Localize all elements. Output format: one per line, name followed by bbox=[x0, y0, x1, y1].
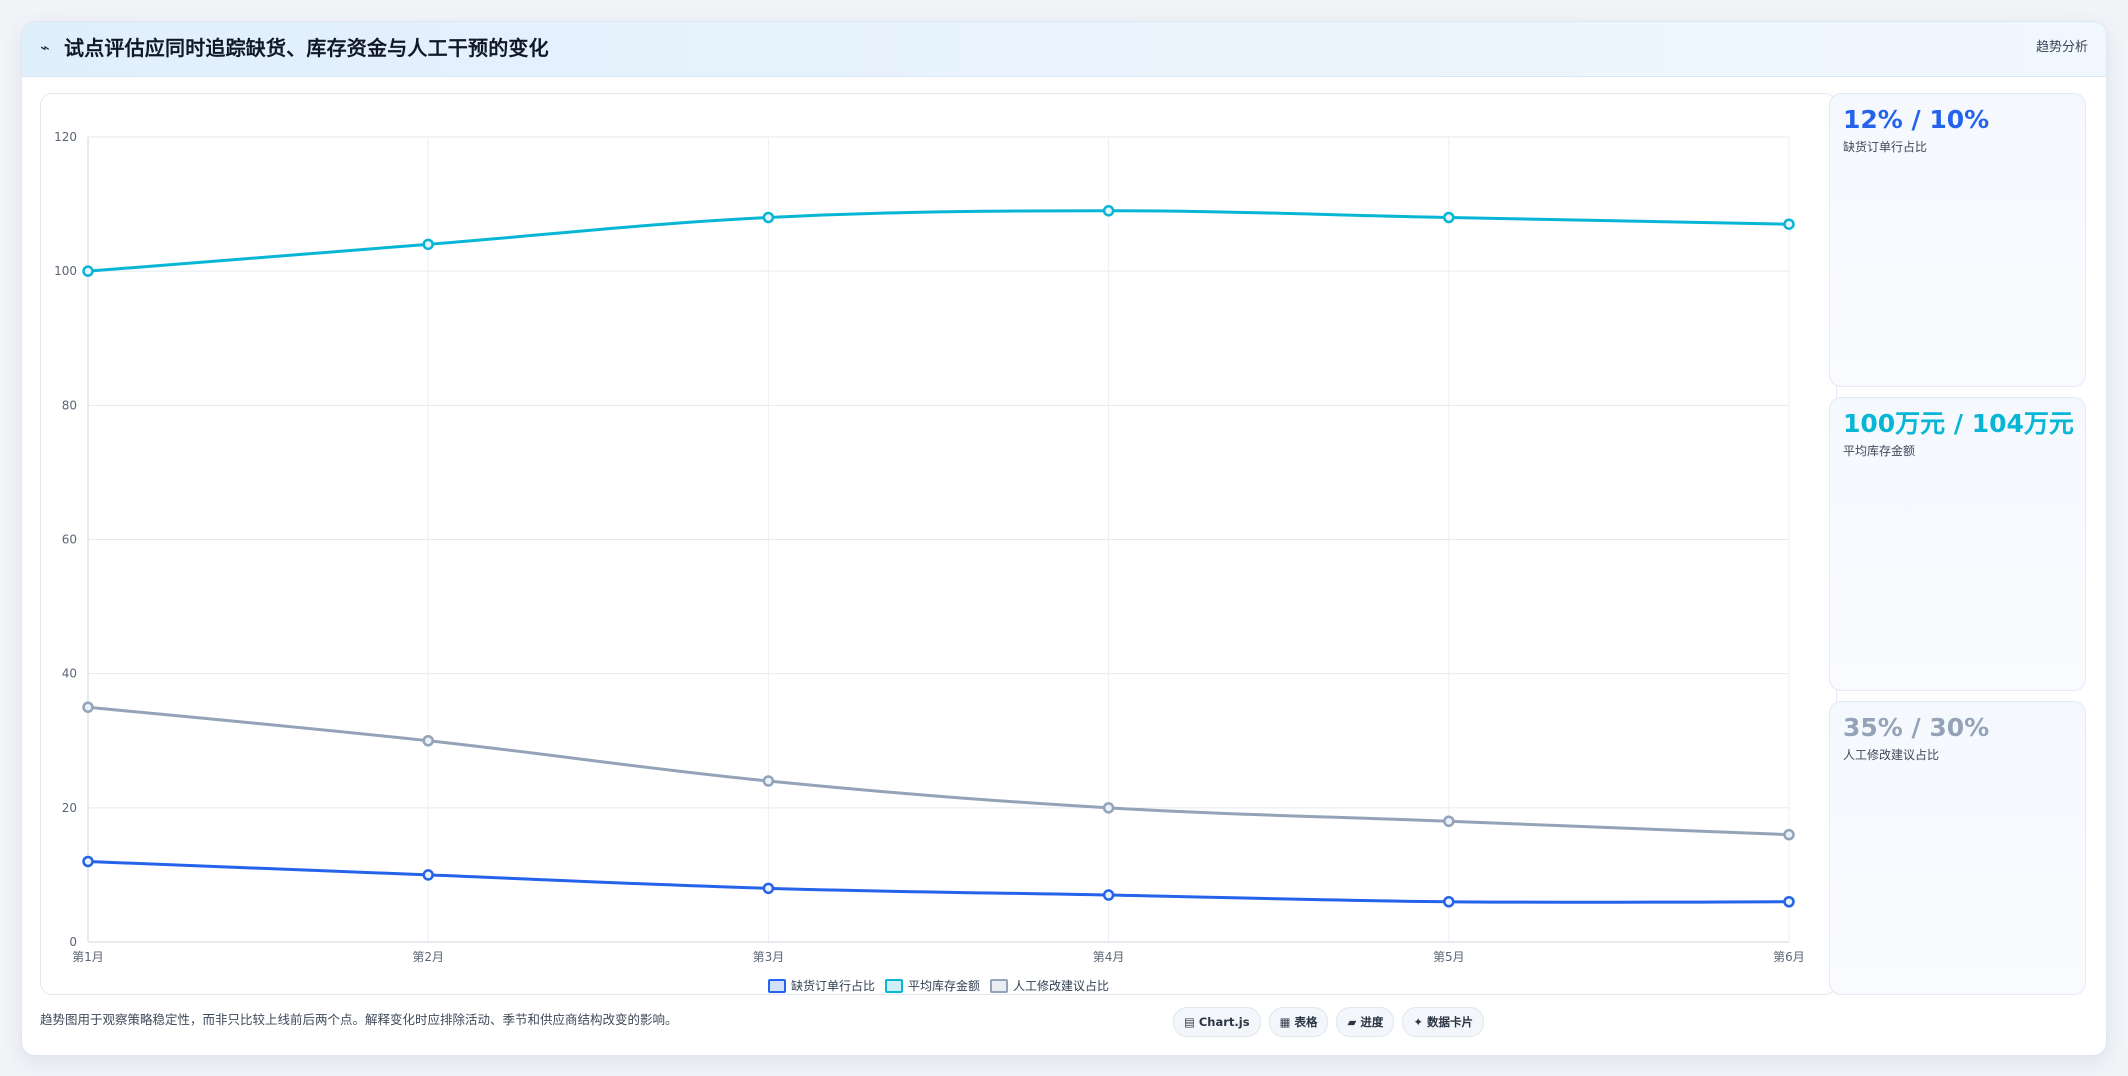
line-chart: 0 20 40 60 80 100 120 第1月 第2月 第3月 第4月 第5月 第6月 bbox=[54, 130, 1805, 964]
x-tick-label: 第4月 bbox=[1093, 950, 1125, 964]
chart-legend: 缺货订单行占比 平均库存金额 人工修改建议占比 bbox=[41, 977, 1836, 995]
data-point[interactable] bbox=[1783, 828, 1795, 841]
y-tick-label: 60 bbox=[62, 533, 77, 547]
x-tick-label: 第5月 bbox=[1433, 950, 1465, 964]
legend-swatch bbox=[884, 979, 903, 993]
legend-swatch bbox=[990, 979, 1008, 993]
stat-value: 100万元 / 104万元 bbox=[1843, 409, 2074, 438]
tag-table[interactable]: ▦ 表格 bbox=[1268, 1007, 1329, 1037]
tag-progress[interactable]: ▰ 进度 bbox=[1336, 1007, 1395, 1037]
data-point[interactable] bbox=[422, 869, 434, 881]
tag-data-cards[interactable]: ✦ 数据卡片 bbox=[1402, 1007, 1484, 1037]
legend-item[interactable]: 人工修改建议占比 bbox=[990, 977, 1109, 995]
tag-chartjs[interactable]: ▤ Chart.js bbox=[1173, 1007, 1261, 1037]
footer-note: 趋势图用于观察策略稳定性，而非只比较上线前后两个点。解释变化时应排除活动、季节和… bbox=[40, 1012, 678, 1027]
x-tick-label: 第1月 bbox=[72, 950, 104, 964]
data-point[interactable] bbox=[762, 775, 775, 787]
y-tick-label: 0 bbox=[69, 935, 77, 949]
series-line-2 bbox=[86, 705, 1791, 837]
stat-card-stockout: 12% / 10% 缺货订单行占比 bbox=[1829, 93, 2086, 387]
stat-card-manual-edit: 35% / 30% 人工修改建议占比 bbox=[1829, 701, 2086, 995]
page-title: 试点评估应同时追踪缺货、库存资金与人工干预的变化 bbox=[64, 36, 549, 60]
legend-label: 平均库存金额 bbox=[907, 979, 980, 993]
legend-label: 人工修改建议占比 bbox=[1013, 979, 1110, 993]
data-point[interactable] bbox=[1783, 896, 1795, 908]
y-tick-label: 100 bbox=[54, 264, 77, 278]
data-point[interactable] bbox=[1102, 889, 1115, 901]
y-tick-label: 80 bbox=[62, 398, 77, 412]
series-line-1 bbox=[86, 209, 1791, 273]
stat-label: 缺货订单行占比 bbox=[1843, 140, 1928, 154]
trend-line-icon: ⌁ bbox=[40, 38, 50, 57]
stat-value: 35% / 30% bbox=[1843, 713, 1990, 742]
y-tick-label: 20 bbox=[62, 801, 77, 815]
legend-item[interactable]: 缺货订单行占比 bbox=[767, 977, 875, 995]
data-point[interactable] bbox=[1443, 211, 1455, 224]
stat-value: 12% / 10% bbox=[1843, 105, 1990, 134]
stat-card-inventory: 100万元 / 104万元 平均库存金额 bbox=[1829, 397, 2086, 691]
data-point[interactable] bbox=[82, 701, 94, 713]
legend-label: 缺货订单行占比 bbox=[790, 979, 875, 993]
x-tick-label: 第2月 bbox=[412, 950, 444, 964]
y-tick-label: 40 bbox=[62, 667, 77, 681]
chart-card: 0 20 40 60 80 100 120 第1月 第2月 第3月 第4月 第5月 第6月 缺货订单行占… bbox=[40, 93, 1837, 995]
data-point[interactable] bbox=[1783, 218, 1795, 230]
stat-label: 人工修改建议占比 bbox=[1843, 748, 1940, 762]
y-tick-label: 120 bbox=[54, 130, 77, 144]
data-point[interactable] bbox=[1443, 815, 1455, 827]
trend-analysis-label: 趋势分析 bbox=[2035, 40, 2088, 55]
legend-item[interactable]: 平均库存金额 bbox=[884, 977, 980, 995]
header-bar: ⌁ 试点评估应同时追踪缺货、库存资金与人工干预的变化 趋势分析 bbox=[22, 22, 2106, 77]
data-point[interactable] bbox=[422, 238, 434, 251]
x-tick-label: 第3月 bbox=[753, 950, 785, 964]
dashboard-frame: ⌁ 试点评估应同时追踪缺货、库存资金与人工干预的变化 趋势分析 0 20 40 60 8… bbox=[21, 21, 2107, 1056]
data-point[interactable] bbox=[82, 855, 94, 868]
footer-tags: ▤ Chart.js ▦ 表格 ▰ 进度 ✦ 数据卡片 bbox=[1173, 1007, 1484, 1037]
data-point[interactable] bbox=[422, 735, 434, 747]
data-point[interactable] bbox=[1102, 205, 1115, 217]
series-line-0 bbox=[86, 860, 1791, 904]
data-point[interactable] bbox=[82, 265, 94, 277]
legend-swatch bbox=[767, 979, 786, 993]
data-point[interactable] bbox=[762, 211, 775, 224]
x-tick-label: 第6月 bbox=[1773, 950, 1805, 964]
stat-label: 平均库存金额 bbox=[1843, 444, 1916, 458]
data-point[interactable] bbox=[1443, 896, 1455, 908]
data-point[interactable] bbox=[762, 882, 775, 895]
data-point[interactable] bbox=[1102, 802, 1115, 814]
